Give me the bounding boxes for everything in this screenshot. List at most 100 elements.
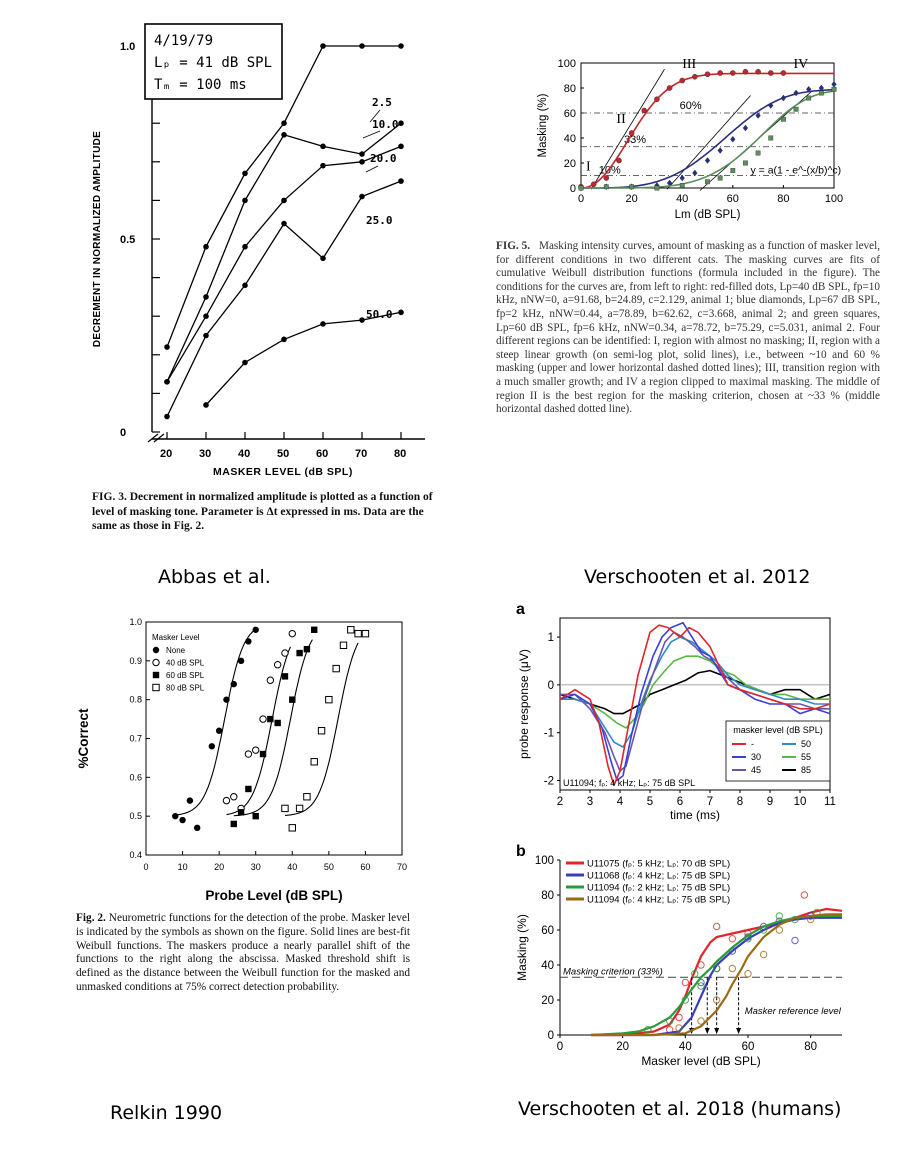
data-point bbox=[705, 179, 710, 185]
vers2012-caption-figno: FIG. 5. bbox=[496, 240, 531, 252]
data-point bbox=[704, 157, 711, 164]
data-point bbox=[242, 170, 248, 177]
y-tick-label: 80 bbox=[541, 890, 554, 902]
relkin-caption-text: Neurometric functions for the detection … bbox=[76, 912, 411, 993]
data-point bbox=[780, 70, 787, 76]
data-point bbox=[359, 159, 365, 165]
legend-label: U11075 (fₚ: 5 kHz; Lₚ: 70 dB SPL) bbox=[587, 859, 730, 870]
data-point bbox=[717, 147, 723, 154]
x-tick-label: 2 bbox=[557, 796, 563, 808]
x-tick-label: 0 bbox=[557, 1041, 563, 1053]
data-point bbox=[603, 184, 609, 190]
legend-label: 40 dB SPL bbox=[166, 659, 205, 668]
data-point bbox=[775, 926, 784, 934]
y-axis-label: probe response (μV) bbox=[517, 649, 531, 759]
threshold-arrow bbox=[704, 1028, 710, 1034]
x-tick-label: 30 bbox=[199, 448, 211, 460]
x-tick-label: 70 bbox=[355, 448, 367, 460]
data-point bbox=[679, 174, 685, 182]
y-axis-label: DECREMENT IN NORMALIZED AMPLITUDE bbox=[92, 131, 103, 347]
data-point bbox=[616, 157, 622, 164]
data-point bbox=[755, 150, 761, 156]
data-point bbox=[780, 116, 786, 122]
relkin-chart: 0.4 0.5 0.6 0.7 0.8 0.9 1.0 0 10 20 30 40 50 60 70 Prob… bbox=[76, 617, 407, 903]
y-axis-label: %Correct bbox=[76, 708, 91, 769]
legend-marker bbox=[152, 683, 160, 692]
data-point bbox=[303, 645, 311, 653]
fit-curve bbox=[591, 913, 842, 1037]
series-label: 50.0 bbox=[366, 308, 393, 321]
y-tick-label: 0.8 bbox=[129, 695, 142, 705]
legend: masker level (dB SPL) - 50 30 55 45 85 bbox=[725, 720, 831, 782]
series-30 bbox=[559, 622, 831, 782]
data-point bbox=[320, 255, 326, 262]
legend: U11075 (fₚ: 5 kHz; Lₚ: 70 dB SPL)U11068 … bbox=[566, 859, 730, 906]
series-red-filled-dots bbox=[578, 68, 834, 190]
data-point bbox=[730, 168, 736, 173]
y-tick-label: 80 bbox=[564, 83, 576, 95]
data-point bbox=[281, 336, 287, 343]
x-tick-label: 50 bbox=[324, 862, 334, 872]
data-point bbox=[203, 313, 209, 320]
data-point bbox=[712, 996, 721, 1004]
data-point bbox=[712, 964, 721, 973]
data-point bbox=[259, 715, 267, 723]
data-point bbox=[692, 73, 698, 80]
data-point bbox=[800, 891, 809, 899]
y-tick-label: 20 bbox=[564, 158, 576, 170]
data-point bbox=[186, 797, 194, 804]
data-point bbox=[289, 696, 296, 703]
x-tick-label: 80 bbox=[777, 193, 789, 205]
series-2.5: 2.5 bbox=[164, 43, 404, 350]
data-point bbox=[654, 96, 660, 103]
data-point bbox=[281, 649, 289, 657]
data-point bbox=[629, 184, 635, 190]
data-point bbox=[697, 1017, 705, 1025]
legend-label: 80 dB SPL bbox=[166, 684, 205, 693]
data-point bbox=[281, 673, 289, 680]
data-point bbox=[818, 84, 824, 92]
y-axis-label: Masking (%) bbox=[515, 914, 529, 981]
legend-label: 60 dB SPL bbox=[166, 671, 205, 680]
abbas-header-line-2: Lₚ = 41 dB SPL bbox=[154, 55, 272, 71]
data-point bbox=[281, 120, 287, 126]
growth-line bbox=[666, 95, 751, 190]
x-tick-label: 8 bbox=[737, 796, 743, 808]
x-tick-label: 70 bbox=[397, 862, 407, 872]
data-point bbox=[354, 629, 362, 638]
data-point bbox=[320, 43, 326, 49]
y-tick-label: 1 bbox=[548, 632, 554, 644]
legend-label: 55 bbox=[801, 752, 811, 762]
data-point bbox=[743, 160, 748, 166]
legend-marker bbox=[152, 646, 160, 654]
relkin-panel-label: Relkin 1990 bbox=[110, 1102, 223, 1124]
data-point bbox=[691, 970, 699, 978]
data-point bbox=[281, 220, 287, 227]
label-leaders bbox=[362, 109, 381, 173]
data-point bbox=[398, 43, 404, 49]
legend-title: Masker Level bbox=[152, 633, 200, 642]
x-tick-label: 100 bbox=[825, 193, 843, 205]
data-point bbox=[359, 151, 365, 157]
abbas-header-line-1: 4/19/79 bbox=[154, 33, 213, 49]
data-point bbox=[223, 696, 230, 703]
data-point bbox=[288, 824, 296, 832]
legend-label: U11068 (fₚ: 4 kHz; Lₚ: 75 dB SPL) bbox=[587, 871, 730, 882]
data-point bbox=[179, 816, 186, 824]
data-point bbox=[806, 86, 812, 93]
legend: Masker Level None 40 dB SPL 60 dB SPL 80 dB … bbox=[152, 633, 205, 693]
data-point bbox=[666, 85, 673, 91]
series-green-squares bbox=[578, 86, 837, 191]
x-tick-label: 60 bbox=[316, 448, 328, 460]
y-tick-label: 40 bbox=[564, 133, 576, 145]
abbas-chart: 0 0.5 1.0 20 30 40 50 60 70 80 MASKER LEVEL (dB SP… bbox=[92, 23, 425, 478]
formula: y = a(1 - e^-(x/b)^c) bbox=[751, 165, 842, 177]
data-point bbox=[320, 143, 326, 150]
legend-label: 50 bbox=[801, 739, 811, 749]
data-point bbox=[245, 638, 252, 645]
x-tick-label: 40 bbox=[676, 193, 688, 205]
x-tick-label: 6 bbox=[677, 796, 683, 808]
y-tick-label: 0.5 bbox=[120, 234, 135, 246]
data-point bbox=[320, 162, 326, 169]
y-tick-label: 0 bbox=[548, 680, 554, 692]
